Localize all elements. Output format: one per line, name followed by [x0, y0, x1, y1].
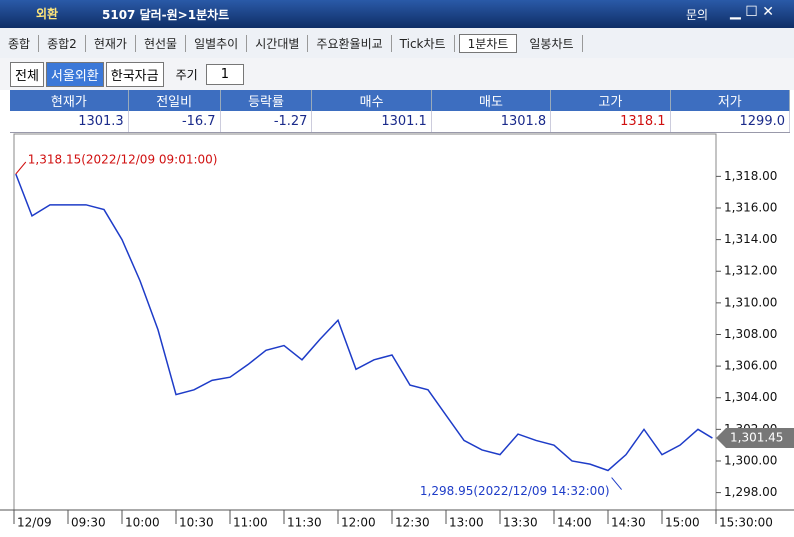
price-line	[15, 173, 713, 472]
filter-button[interactable]: 서울외환	[45, 61, 104, 87]
quote-header: 매도	[431, 90, 552, 111]
last-value-badge	[716, 428, 794, 449]
y-tick-label: 1,310.00	[724, 295, 777, 309]
x-tick-label: 11:30	[287, 516, 322, 530]
quote-header: 등락률	[220, 90, 313, 111]
y-tick-label: 1,308.00	[724, 327, 777, 341]
quote-value: -1.27	[220, 111, 313, 133]
tab[interactable]: 주요환율비교	[308, 34, 392, 52]
x-tick-label: 14:30	[611, 516, 646, 530]
x-tick-label: 11:00	[233, 516, 268, 530]
tab[interactable]: 종합2	[39, 34, 86, 52]
period-label: 주기	[175, 67, 198, 82]
window-title: 5107 달러-원>1분차트	[102, 8, 230, 22]
tab[interactable]: 시간대별	[247, 34, 309, 52]
x-tick-label: 09:30	[71, 516, 106, 530]
filter-button[interactable]: 한국자금	[105, 61, 164, 87]
quote-header: 매수	[311, 90, 432, 111]
quote-value: 1301.8	[431, 111, 552, 133]
annotation: 1,318.15(2022/12/09 09:01:00)	[28, 152, 218, 166]
quote-table: 현재가 전일비 등락률 매수 매도 고가 저가 1301.3 -16.7 -1.27 1301.1 1…	[10, 90, 791, 133]
last-value-label: 1,301.45	[730, 431, 783, 445]
x-tick-label: 13:00	[449, 516, 484, 530]
quote-header: 저가	[670, 90, 791, 111]
tab[interactable]: 일봉차트	[521, 34, 583, 52]
help[interactable]: 문의	[686, 8, 709, 22]
x-tick-label: 10:00	[125, 516, 160, 530]
tab[interactable]: 1분차트	[458, 33, 518, 53]
x-tick-label: 10:30	[179, 516, 214, 530]
filter-button[interactable]: 전체	[10, 61, 44, 87]
quote-header: 현재가	[10, 90, 129, 111]
tab[interactable]: Tick차트	[392, 34, 455, 52]
window-controls[interactable]: ▁ ☐ ✕	[730, 4, 774, 20]
quote-value: 1301.1	[311, 111, 432, 133]
badge: 외환	[36, 7, 59, 21]
y-tick-label: 1,300.00	[724, 453, 777, 467]
x-tick-label: 15:30:00	[719, 516, 773, 530]
tab[interactable]: 일별추이	[186, 34, 248, 52]
tab[interactable]: 현재가	[86, 34, 136, 52]
y-tick-label: 1,318.00	[724, 169, 777, 183]
x-tick-label: 14:00	[557, 516, 592, 530]
quote-value: 1299.0	[670, 111, 791, 133]
quote-header: 전일비	[128, 90, 221, 111]
x-tick-label: 12:30	[395, 516, 430, 530]
quote-value: -16.7	[128, 111, 221, 133]
x-tick-label: 13:30	[503, 516, 538, 530]
quote-value: 1301.3	[10, 111, 129, 133]
x-tick-label: 15:00	[665, 516, 700, 530]
quote-value: 1318.1	[550, 111, 671, 133]
y-tick-label: 1,314.00	[724, 232, 777, 246]
toolbar: 전체 서울외환 한국자금 주기 1	[0, 58, 794, 90]
tab[interactable]: 종합	[0, 34, 40, 52]
y-tick-label: 1,298.00	[724, 485, 777, 499]
title-bar: 외환 5107 달러-원>1분차트 문의 ▁ ☐ ✕	[0, 0, 794, 28]
y-tick-label: 1,316.00	[724, 200, 777, 214]
tab[interactable]: 현선물	[136, 34, 187, 52]
quote-header: 고가	[550, 90, 671, 111]
y-tick-label: 1,304.00	[724, 390, 777, 404]
annotation-arrow	[611, 477, 622, 490]
period-input[interactable]: 1	[205, 63, 244, 85]
x-tick-label: 12/09	[17, 516, 52, 530]
plot-frame	[13, 133, 717, 511]
x-tick-label: 12:00	[341, 516, 376, 530]
y-tick-label: 1,312.00	[724, 264, 777, 278]
annotation-arrow	[15, 161, 27, 175]
y-tick-label: 1,306.00	[724, 359, 777, 373]
annotation: 1,298.95(2022/12/09 14:32:00)	[420, 484, 610, 498]
